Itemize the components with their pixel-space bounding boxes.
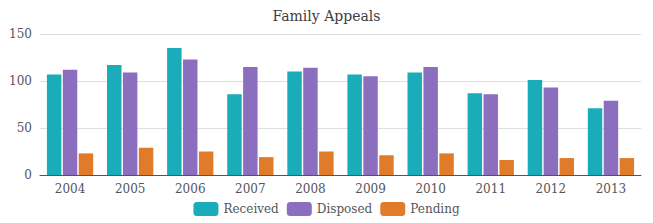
svg-text:2007: 2007 (235, 182, 266, 196)
svg-text:100: 100 (9, 74, 32, 88)
svg-text:2010: 2010 (415, 182, 446, 196)
svg-text:2009: 2009 (355, 182, 386, 196)
svg-text:50: 50 (17, 121, 32, 135)
svg-text:150: 150 (9, 27, 32, 41)
svg-text:2004: 2004 (55, 182, 86, 196)
svg-text:Received: Received (223, 202, 279, 216)
svg-text:Family Appeals: Family Appeals (272, 8, 380, 24)
svg-text:0: 0 (24, 168, 32, 182)
svg-text:2012: 2012 (536, 182, 567, 196)
svg-text:2008: 2008 (295, 182, 326, 196)
svg-text:2011: 2011 (475, 182, 506, 196)
svg-text:2013: 2013 (596, 182, 627, 196)
svg-text:Pending: Pending (410, 202, 460, 216)
svg-text:Disposed: Disposed (317, 202, 373, 216)
svg-text:2005: 2005 (115, 182, 146, 196)
svg-text:2006: 2006 (175, 182, 206, 196)
